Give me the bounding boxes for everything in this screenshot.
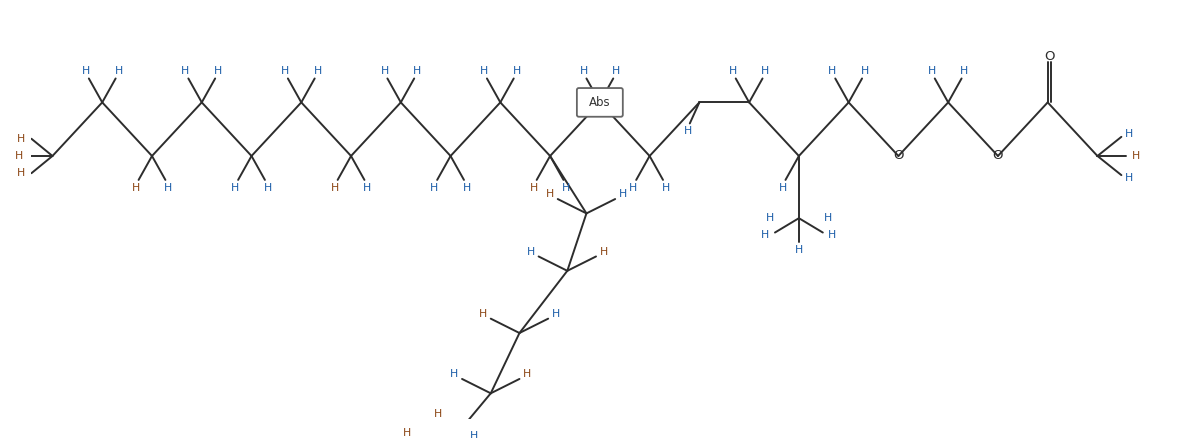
Text: H: H bbox=[231, 183, 239, 193]
Text: H: H bbox=[530, 183, 538, 193]
Text: H: H bbox=[961, 66, 968, 76]
Text: H: H bbox=[381, 66, 389, 76]
Text: H: H bbox=[778, 183, 787, 193]
Text: O: O bbox=[1044, 50, 1054, 63]
Text: H: H bbox=[313, 66, 322, 76]
Text: H: H bbox=[14, 151, 23, 161]
Text: H: H bbox=[928, 66, 936, 76]
Text: H: H bbox=[629, 183, 638, 193]
Text: H: H bbox=[522, 369, 531, 379]
Text: H: H bbox=[613, 66, 620, 76]
Text: H: H bbox=[165, 183, 173, 193]
Text: H: H bbox=[761, 230, 770, 240]
Text: H: H bbox=[1131, 151, 1140, 161]
Text: H: H bbox=[861, 66, 870, 76]
Text: H: H bbox=[450, 369, 459, 379]
Text: H: H bbox=[579, 66, 587, 76]
Text: H: H bbox=[434, 410, 442, 419]
Text: H: H bbox=[562, 183, 570, 193]
Text: H: H bbox=[527, 247, 536, 257]
Text: H: H bbox=[513, 66, 521, 76]
Text: H: H bbox=[114, 66, 123, 76]
Text: H: H bbox=[462, 183, 471, 193]
Text: H: H bbox=[619, 189, 627, 199]
Text: H: H bbox=[479, 309, 488, 319]
Text: H: H bbox=[413, 66, 422, 76]
Text: H: H bbox=[729, 66, 737, 76]
Text: H: H bbox=[662, 183, 670, 193]
Text: H: H bbox=[480, 66, 488, 76]
Text: H: H bbox=[330, 183, 339, 193]
Text: H: H bbox=[181, 66, 190, 76]
Text: H: H bbox=[281, 66, 289, 76]
Text: H: H bbox=[17, 134, 25, 144]
Text: H: H bbox=[761, 66, 770, 76]
Text: H: H bbox=[471, 431, 479, 438]
Text: H: H bbox=[683, 126, 692, 136]
Text: H: H bbox=[430, 183, 438, 193]
Text: H: H bbox=[214, 66, 222, 76]
Text: O: O bbox=[894, 149, 903, 162]
Text: H: H bbox=[766, 213, 775, 223]
Text: H: H bbox=[363, 183, 371, 193]
Text: H: H bbox=[824, 213, 832, 223]
Text: H: H bbox=[551, 309, 560, 319]
FancyBboxPatch shape bbox=[576, 88, 623, 117]
Text: H: H bbox=[599, 247, 608, 257]
Text: H: H bbox=[829, 66, 837, 76]
Text: H: H bbox=[795, 245, 803, 255]
Text: Abs: Abs bbox=[588, 96, 610, 109]
Text: H: H bbox=[1125, 129, 1134, 139]
Text: H: H bbox=[546, 189, 554, 199]
Text: H: H bbox=[829, 230, 837, 240]
Text: H: H bbox=[132, 183, 139, 193]
Text: H: H bbox=[402, 428, 411, 438]
Text: H: H bbox=[1125, 173, 1134, 183]
Text: H: H bbox=[264, 183, 271, 193]
Text: H: H bbox=[17, 168, 25, 178]
Text: O: O bbox=[993, 149, 1003, 162]
Text: H: H bbox=[82, 66, 90, 76]
